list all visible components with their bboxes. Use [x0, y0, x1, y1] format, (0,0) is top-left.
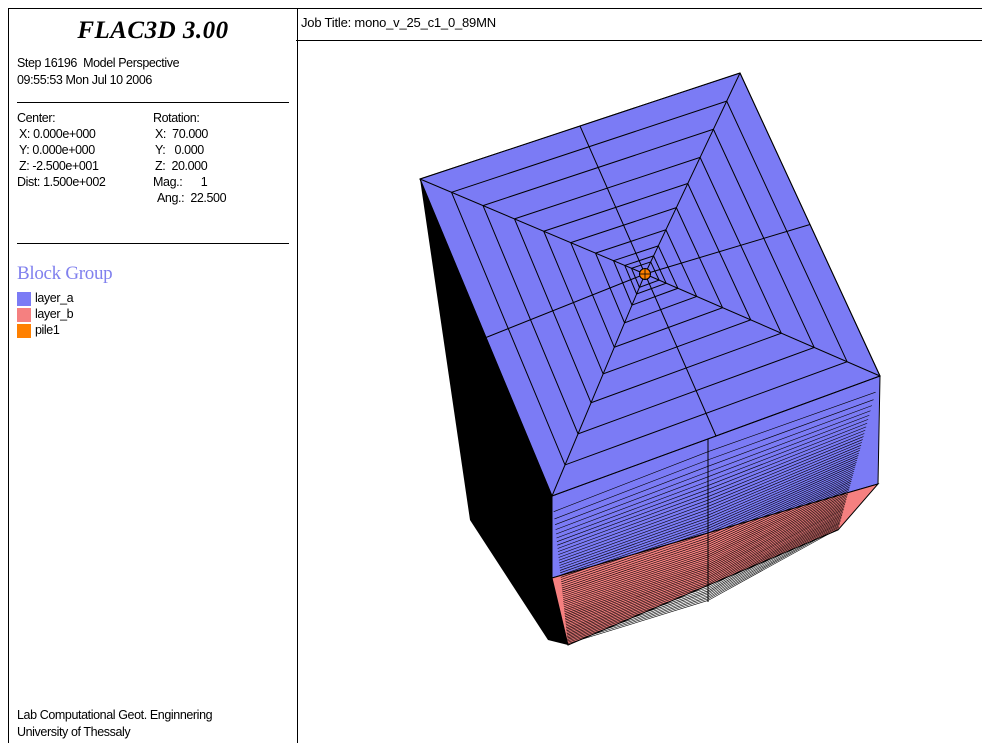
job-title: Job Title: mono_v_25_c1_0_89MN — [301, 15, 496, 30]
model-viewport — [297, 40, 982, 742]
datetime: 09:55:53 Mon Jul 10 2006 — [17, 73, 152, 87]
mesh-radial — [644, 72, 741, 275]
rotation-y: Y: 0.000 — [155, 143, 204, 157]
mesh-radial — [551, 273, 646, 497]
legend-swatch-pile1 — [17, 324, 31, 338]
legend-label: pile1 — [35, 323, 60, 337]
mesh-drawing — [419, 72, 881, 646]
center-x: X: 0.000e+000 — [19, 127, 96, 141]
footer-line2: University of Thessaly — [17, 725, 131, 739]
rotation-x: X: 70.000 — [155, 127, 208, 141]
left-face — [420, 179, 568, 645]
center-y: Y: 0.000e+000 — [19, 143, 95, 157]
magnification: Mag.: 1 — [153, 175, 208, 189]
legend-title: Block Group — [17, 263, 113, 284]
mesh-radial — [579, 125, 646, 275]
job-title-bar: Job Title: mono_v_25_c1_0_89MN — [296, 8, 982, 41]
separator — [17, 102, 289, 103]
distance: Dist: 1.500e+002 — [17, 175, 106, 189]
rotation-label: Rotation: — [153, 111, 200, 125]
mesh-radial — [485, 273, 646, 338]
legend-label: layer_b — [35, 307, 74, 321]
model-block — [419, 72, 881, 646]
legend-label: layer_a — [35, 291, 74, 305]
legend-swatch-layer-a — [17, 292, 31, 306]
mesh-radial — [644, 224, 811, 275]
app-title: FLAC3D 3.00 — [77, 17, 229, 44]
center-z: Z: -2.500e+001 — [19, 159, 99, 173]
mesh-radial — [419, 178, 646, 275]
footer-line1: Lab Computational Geot. Enginnering — [17, 708, 213, 722]
angle: Ang.: 22.500 — [157, 191, 227, 205]
mesh-radial — [644, 273, 717, 437]
step-line: Step 16196 Model Perspective — [17, 56, 180, 70]
mesh-radial — [644, 273, 881, 377]
rotation-z: Z: 20.000 — [155, 159, 208, 173]
legend-swatch-layer-b — [17, 308, 31, 322]
separator — [17, 243, 289, 244]
info-panel: FLAC3D 3.00 Step 16196 Model Perspective… — [8, 8, 298, 743]
center-label: Center: — [17, 111, 56, 125]
